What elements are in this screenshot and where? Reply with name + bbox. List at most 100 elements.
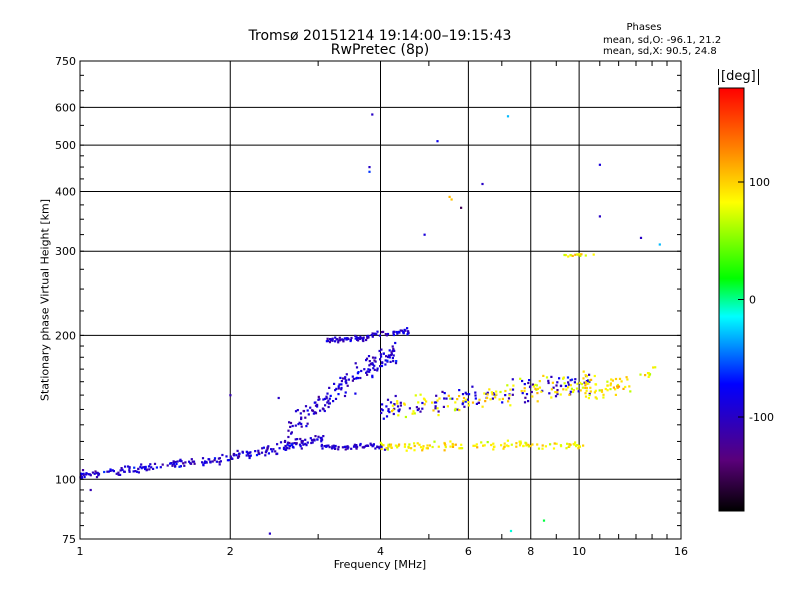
data-point bbox=[288, 447, 291, 450]
data-point bbox=[344, 380, 347, 383]
data-point bbox=[579, 381, 582, 384]
data-point bbox=[528, 379, 531, 382]
data-point bbox=[294, 438, 297, 441]
data-point bbox=[552, 386, 555, 389]
data-point bbox=[583, 381, 586, 384]
data-point bbox=[350, 447, 353, 450]
data-point bbox=[423, 233, 426, 236]
data-point bbox=[376, 445, 379, 448]
data-point bbox=[521, 392, 524, 395]
data-point bbox=[333, 382, 336, 385]
data-point bbox=[556, 392, 559, 396]
data-point bbox=[365, 357, 369, 360]
data-point bbox=[121, 468, 124, 471]
data-point bbox=[403, 445, 406, 448]
data-point bbox=[299, 437, 302, 441]
data-point bbox=[425, 447, 428, 450]
data-point bbox=[570, 387, 573, 390]
data-point bbox=[304, 416, 307, 419]
data-point bbox=[559, 393, 562, 396]
data-point bbox=[524, 441, 527, 444]
data-point bbox=[541, 447, 544, 450]
data-point bbox=[89, 488, 92, 492]
data-point bbox=[392, 347, 395, 350]
data-point bbox=[201, 457, 205, 460]
data-point bbox=[600, 389, 603, 392]
data-point bbox=[503, 442, 506, 445]
data-point bbox=[454, 407, 457, 410]
data-point bbox=[435, 394, 438, 397]
data-point bbox=[380, 447, 383, 451]
data-point bbox=[582, 370, 585, 373]
data-point bbox=[453, 409, 457, 412]
x-axis-label: Frequency [MHz] bbox=[333, 558, 427, 571]
data-point bbox=[225, 455, 228, 458]
data-point bbox=[320, 440, 323, 443]
data-point bbox=[360, 337, 363, 340]
data-point bbox=[371, 335, 374, 338]
data-point bbox=[379, 365, 382, 368]
data-point bbox=[380, 348, 383, 351]
data-point bbox=[368, 166, 371, 169]
data-point bbox=[355, 446, 358, 449]
data-point bbox=[519, 377, 522, 380]
data-point bbox=[382, 417, 385, 420]
data-point bbox=[321, 438, 324, 441]
data-point bbox=[390, 351, 393, 354]
data-point bbox=[306, 422, 309, 425]
data-point bbox=[255, 454, 259, 457]
data-point bbox=[346, 447, 349, 450]
data-point bbox=[297, 423, 300, 426]
data-point bbox=[585, 375, 588, 378]
data-point bbox=[389, 445, 392, 448]
data-point bbox=[337, 341, 340, 344]
data-point bbox=[328, 397, 331, 400]
data-point bbox=[294, 410, 298, 413]
data-point bbox=[556, 381, 559, 384]
data-point bbox=[569, 384, 572, 387]
colorbar-tick-label: 100 bbox=[749, 176, 770, 189]
data-point bbox=[552, 447, 556, 450]
y-tick-label: 75 bbox=[62, 533, 76, 546]
data-point bbox=[327, 405, 330, 409]
data-point bbox=[290, 432, 293, 435]
data-point bbox=[372, 367, 375, 370]
data-point bbox=[300, 447, 303, 450]
data-point bbox=[610, 378, 613, 381]
data-point bbox=[334, 444, 337, 448]
data-point bbox=[319, 409, 322, 412]
data-point bbox=[264, 451, 267, 454]
data-point bbox=[359, 444, 362, 447]
data-point bbox=[505, 444, 509, 447]
data-point bbox=[392, 349, 395, 352]
data-point bbox=[588, 392, 591, 395]
data-point bbox=[493, 445, 496, 448]
data-point bbox=[490, 391, 493, 394]
data-point bbox=[392, 360, 395, 363]
data-point bbox=[647, 372, 651, 375]
data-point bbox=[413, 444, 416, 448]
data-point bbox=[609, 384, 612, 387]
data-point bbox=[325, 397, 328, 400]
data-point bbox=[542, 374, 545, 377]
data-point bbox=[495, 393, 498, 396]
data-point bbox=[245, 454, 248, 457]
data-point bbox=[368, 368, 372, 371]
data-point bbox=[567, 383, 570, 386]
data-point bbox=[445, 397, 448, 400]
data-point bbox=[511, 378, 514, 381]
data-point bbox=[183, 464, 186, 467]
data-point bbox=[628, 385, 631, 388]
data-point bbox=[144, 467, 147, 471]
data-point bbox=[481, 405, 484, 408]
data-point bbox=[310, 441, 313, 445]
data-point bbox=[307, 413, 310, 416]
data-point bbox=[388, 349, 391, 352]
data-point bbox=[563, 382, 566, 385]
data-point bbox=[506, 115, 510, 118]
data-point bbox=[261, 447, 264, 450]
data-point bbox=[480, 441, 483, 444]
data-point bbox=[413, 412, 416, 415]
data-point bbox=[218, 457, 221, 460]
data-point bbox=[575, 445, 578, 448]
